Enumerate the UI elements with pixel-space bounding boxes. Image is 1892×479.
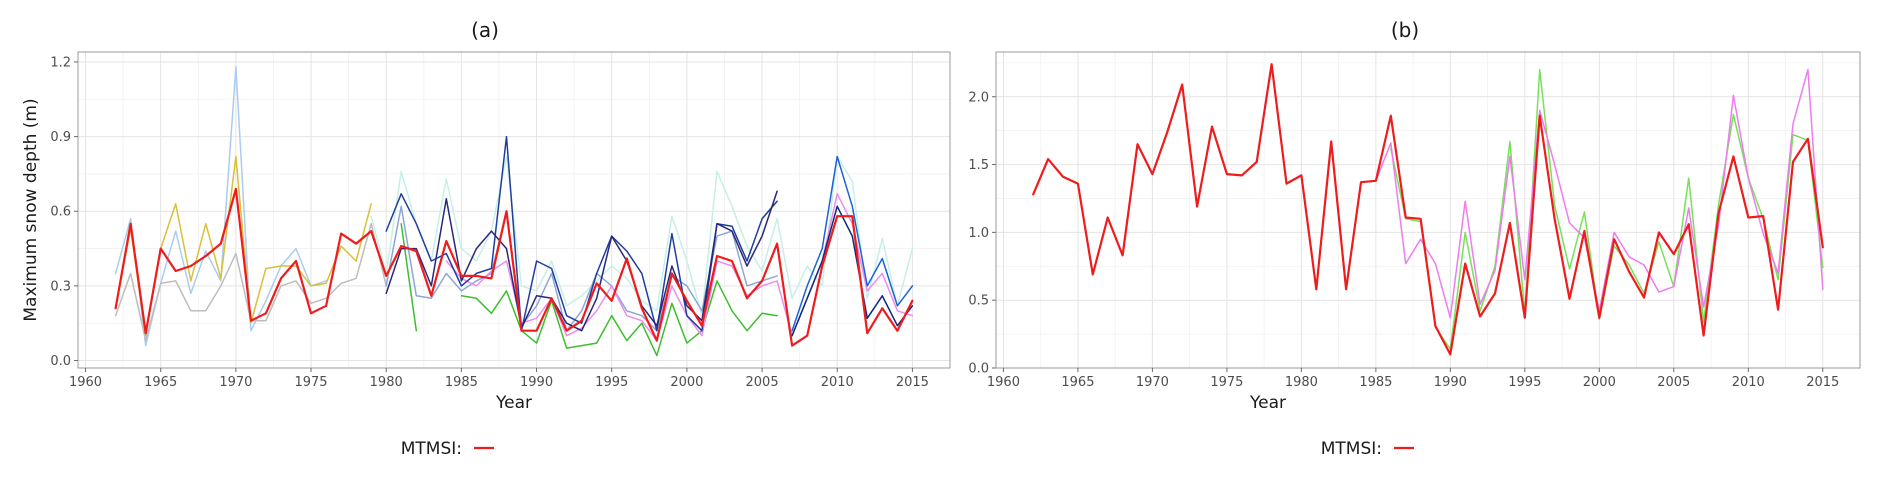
- panel-title: (b): [1391, 18, 1419, 42]
- x-tick-label: 1975: [294, 375, 327, 390]
- x-tick-label: 1990: [1434, 375, 1467, 390]
- y-tick-label: 1.2: [50, 55, 71, 70]
- x-tick-label: 2000: [670, 375, 703, 390]
- series-line-mtmsi: [1032, 63, 1824, 356]
- x-tick-label: 1975: [1210, 375, 1243, 390]
- x-tick-label: 2015: [1806, 375, 1839, 390]
- x-axis-title: Year: [495, 393, 532, 413]
- x-tick-label: 1980: [370, 375, 403, 390]
- plot-frame: [77, 51, 951, 369]
- legend: MTMSI:: [1321, 439, 1414, 459]
- series-group: [1032, 63, 1824, 356]
- series-line-5: [460, 280, 778, 357]
- y-axis-title: Maximum snow depth (m): [21, 98, 41, 321]
- y-tick-label: 1.5: [968, 158, 989, 173]
- x-tick-label: 2010: [1732, 375, 1765, 390]
- panel-b: 1960 1965 1970 1975 1980 1985 1990 1995 2000 2005…: [968, 18, 1861, 459]
- y-tick-label: 1.0: [968, 226, 989, 241]
- series-line-1: [1375, 68, 1824, 319]
- series-line-3: [370, 155, 914, 317]
- series-line-mtmsi: [114, 187, 914, 347]
- series-line-11: [791, 205, 914, 337]
- plot-frame: [995, 51, 1861, 369]
- x-tick-label: 2005: [746, 375, 779, 390]
- x-axis-title: Year: [1249, 393, 1286, 413]
- series-line-4: [400, 222, 418, 332]
- y-tick-label: 0.3: [50, 279, 71, 294]
- legend: MTMSI:: [401, 439, 494, 459]
- y-tick-label: 0.9: [50, 130, 71, 145]
- x-tick-label: 1970: [1136, 375, 1169, 390]
- legend-title: MTMSI:: [1321, 439, 1382, 459]
- x-tick-label: 1995: [595, 375, 628, 390]
- x-tick-label: 1965: [1061, 375, 1094, 390]
- x-tick-label: 2005: [1657, 375, 1690, 390]
- x-tick-label: 1960: [987, 375, 1020, 390]
- series-line-9: [385, 190, 778, 332]
- x-tick-label: 1965: [144, 375, 177, 390]
- plot-background: [996, 52, 1860, 368]
- series-group: [114, 66, 914, 357]
- y-tick-label: 0.5: [968, 294, 989, 309]
- x-tick-label: 1970: [219, 375, 252, 390]
- y-tick-label: 2.0: [968, 90, 989, 105]
- legend-title: MTMSI:: [401, 439, 462, 459]
- series-line-10: [791, 155, 914, 332]
- x-tick-label: 1995: [1508, 375, 1541, 390]
- panel-title: (a): [471, 18, 499, 42]
- x-tick-label: 2000: [1583, 375, 1616, 390]
- series-line-0: [114, 66, 327, 347]
- x-tick-label: 2010: [821, 375, 854, 390]
- y-tick-label: 0.0: [50, 354, 71, 369]
- y-tick-label: 0.0: [968, 362, 989, 377]
- panel-a: 1960 1965 1970 1975 1980 1985 1990 1995 2000 2005…: [21, 18, 951, 459]
- x-tick-label: 1990: [520, 375, 553, 390]
- y-tick-label: 0.6: [50, 205, 71, 220]
- x-tick-label: 1960: [69, 375, 102, 390]
- x-tick-label: 1985: [445, 375, 478, 390]
- plot-background: [78, 52, 950, 368]
- x-tick-label: 1980: [1285, 375, 1318, 390]
- x-tick-label: 2015: [896, 375, 929, 390]
- x-tick-label: 1985: [1359, 375, 1392, 390]
